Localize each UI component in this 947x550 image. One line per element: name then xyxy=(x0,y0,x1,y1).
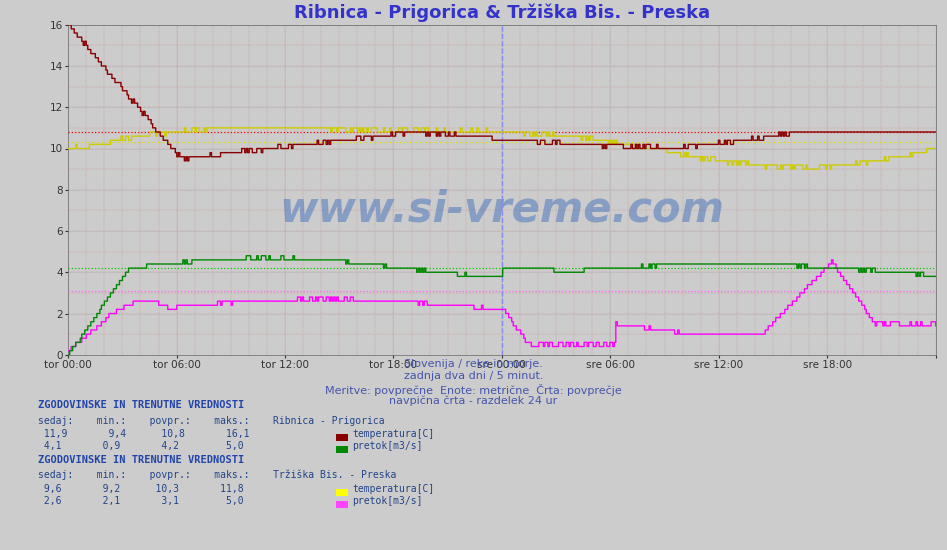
Text: pretok[m3/s]: pretok[m3/s] xyxy=(352,496,422,506)
Text: zadnja dva dni / 5 minut.: zadnja dva dni / 5 minut. xyxy=(403,371,544,381)
Text: 11,9       9,4      10,8       16,1: 11,9 9,4 10,8 16,1 xyxy=(38,428,249,439)
Text: 4,1       0,9       4,2        5,0: 4,1 0,9 4,2 5,0 xyxy=(38,441,243,451)
Text: ZGODOVINSKE IN TRENUTNE VREDNOSTI: ZGODOVINSKE IN TRENUTNE VREDNOSTI xyxy=(38,455,244,465)
Text: temperatura[C]: temperatura[C] xyxy=(352,483,435,494)
Title: Ribnica - Prigorica & Tržiška Bis. - Preska: Ribnica - Prigorica & Tržiška Bis. - Pre… xyxy=(294,3,710,22)
Text: pretok[m3/s]: pretok[m3/s] xyxy=(352,441,422,451)
Text: 9,6       9,2      10,3       11,8: 9,6 9,2 10,3 11,8 xyxy=(38,483,243,494)
Text: sedaj:    min.:    povpr.:    maks.:    Tržiška Bis. - Preska: sedaj: min.: povpr.: maks.: Tržiška Bis.… xyxy=(38,470,396,481)
Text: 2,6       2,1       3,1        5,0: 2,6 2,1 3,1 5,0 xyxy=(38,496,243,506)
Text: temperatura[C]: temperatura[C] xyxy=(352,428,435,439)
Text: navpična črta - razdelek 24 ur: navpična črta - razdelek 24 ur xyxy=(389,396,558,406)
Text: sedaj:    min.:    povpr.:    maks.:    Ribnica - Prigorica: sedaj: min.: povpr.: maks.: Ribnica - Pr… xyxy=(38,415,384,426)
Text: Slovenija / reke in morje.: Slovenija / reke in morje. xyxy=(404,359,543,369)
Text: Meritve: povprečne  Enote: metrične  Črta: povprečje: Meritve: povprečne Enote: metrične Črta:… xyxy=(325,384,622,396)
Text: ZGODOVINSKE IN TRENUTNE VREDNOSTI: ZGODOVINSKE IN TRENUTNE VREDNOSTI xyxy=(38,400,244,410)
Text: www.si-vreme.com: www.si-vreme.com xyxy=(279,189,724,230)
